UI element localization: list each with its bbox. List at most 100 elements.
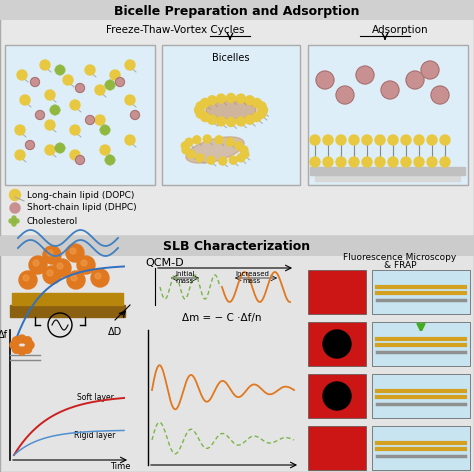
Circle shape (20, 95, 30, 105)
Circle shape (401, 135, 411, 145)
Bar (308, 45, 468, 185)
Circle shape (70, 150, 80, 160)
Circle shape (75, 155, 84, 165)
Circle shape (53, 259, 71, 277)
Circle shape (26, 341, 34, 349)
Circle shape (61, 146, 65, 150)
Circle shape (375, 157, 385, 167)
Circle shape (401, 157, 411, 167)
Circle shape (110, 81, 114, 85)
Circle shape (36, 110, 45, 119)
Circle shape (110, 160, 114, 164)
Circle shape (45, 145, 55, 155)
Circle shape (208, 115, 217, 124)
Circle shape (187, 150, 195, 158)
Circle shape (116, 77, 125, 86)
Text: Long-chain lipid (DOPC): Long-chain lipid (DOPC) (27, 191, 134, 200)
Circle shape (55, 106, 59, 110)
Circle shape (323, 330, 351, 358)
Bar (308, 322, 366, 366)
Circle shape (85, 65, 95, 75)
Circle shape (323, 157, 333, 167)
Circle shape (237, 154, 245, 162)
Circle shape (219, 157, 227, 165)
Text: Δf: Δf (0, 330, 8, 340)
Circle shape (47, 270, 53, 276)
Circle shape (70, 125, 80, 135)
Circle shape (246, 115, 255, 124)
Text: Adsorption: Adsorption (372, 25, 428, 35)
Circle shape (101, 130, 105, 134)
Circle shape (246, 96, 255, 105)
Circle shape (33, 260, 39, 266)
Circle shape (45, 90, 55, 100)
Circle shape (95, 273, 101, 279)
Circle shape (336, 86, 354, 104)
Circle shape (91, 269, 109, 287)
Circle shape (53, 111, 57, 115)
Circle shape (50, 108, 54, 112)
Circle shape (29, 256, 47, 274)
Text: ΔD: ΔD (108, 327, 122, 337)
Circle shape (26, 141, 35, 150)
Circle shape (77, 256, 95, 274)
Circle shape (56, 70, 60, 74)
Circle shape (57, 263, 63, 269)
Circle shape (414, 135, 424, 145)
Circle shape (440, 157, 450, 167)
Circle shape (111, 83, 115, 87)
Circle shape (196, 102, 205, 111)
Bar (308, 374, 366, 418)
Circle shape (108, 155, 112, 159)
Circle shape (362, 157, 372, 167)
Bar (10, 305, 125, 317)
Circle shape (125, 95, 135, 105)
Bar (0, 0, 474, 236)
Circle shape (388, 157, 398, 167)
Circle shape (241, 150, 249, 158)
Circle shape (103, 131, 107, 135)
Circle shape (240, 146, 248, 154)
Circle shape (58, 146, 62, 150)
Circle shape (58, 68, 62, 72)
Circle shape (95, 115, 105, 125)
Text: Rigid layer: Rigid layer (74, 430, 116, 439)
Circle shape (336, 157, 346, 167)
Circle shape (235, 142, 243, 150)
Circle shape (111, 158, 115, 162)
Circle shape (201, 112, 210, 122)
Circle shape (60, 66, 64, 70)
Circle shape (181, 142, 189, 150)
Circle shape (53, 105, 57, 109)
Circle shape (19, 271, 37, 289)
Circle shape (51, 106, 55, 110)
Circle shape (56, 108, 60, 112)
Text: Cholesterol: Cholesterol (27, 217, 78, 226)
Circle shape (60, 148, 64, 152)
Circle shape (58, 65, 62, 69)
Circle shape (196, 109, 205, 118)
Circle shape (23, 275, 29, 281)
Circle shape (108, 158, 112, 162)
Text: Increased
mass: Increased mass (235, 271, 269, 284)
Circle shape (105, 83, 109, 87)
Circle shape (336, 135, 346, 145)
Circle shape (18, 347, 26, 355)
Circle shape (66, 244, 84, 262)
Text: & FRAP: & FRAP (384, 261, 416, 270)
Circle shape (207, 156, 215, 164)
Circle shape (70, 248, 76, 254)
Circle shape (103, 125, 107, 129)
Circle shape (15, 150, 25, 160)
Circle shape (375, 135, 385, 145)
Circle shape (12, 219, 16, 223)
Circle shape (67, 271, 85, 289)
Circle shape (56, 148, 60, 152)
Circle shape (12, 345, 20, 353)
Circle shape (105, 130, 109, 134)
Circle shape (237, 117, 246, 126)
Circle shape (106, 85, 110, 89)
Bar (308, 426, 366, 470)
Text: Initial
mass: Initial mass (175, 271, 195, 284)
Circle shape (105, 158, 109, 162)
